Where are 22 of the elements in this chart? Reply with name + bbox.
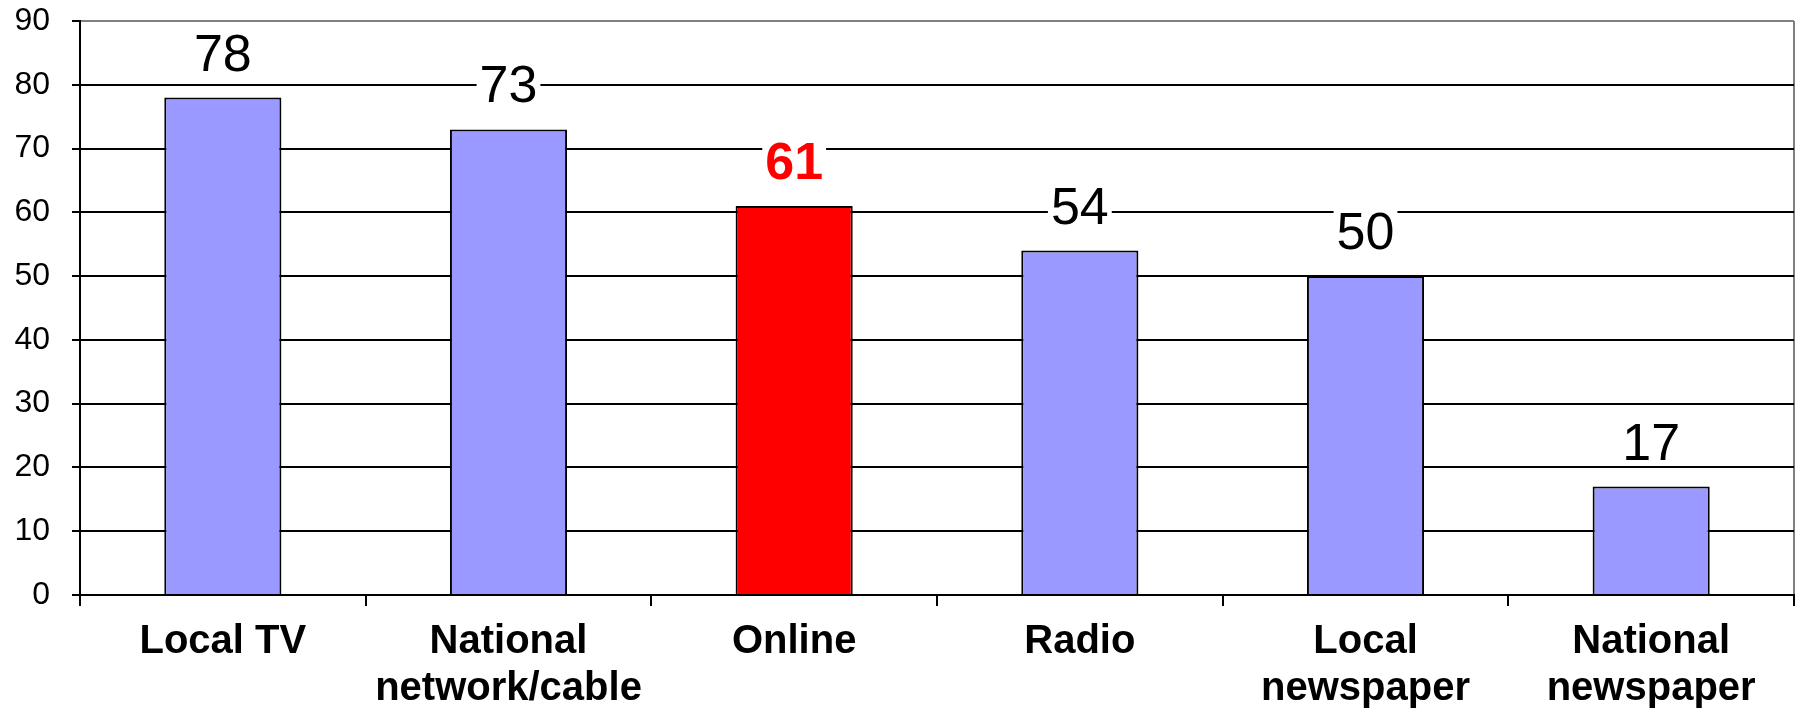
y-tick-label: 30 (14, 383, 50, 420)
data-label: 17 (1622, 412, 1681, 471)
data-label: 78 (193, 23, 252, 82)
x-tick-label: Local newspaper (1261, 616, 1470, 708)
x-tick-label: National newspaper (1546, 616, 1756, 708)
x-tick-label: Online (731, 616, 857, 661)
y-tick-label: 50 (14, 255, 50, 292)
data-label: 73 (479, 55, 538, 114)
x-tick-label: Radio (1024, 616, 1136, 661)
y-tick-label: 80 (14, 64, 50, 101)
y-tick-label: 40 (14, 319, 50, 356)
y-tick-label: 70 (14, 128, 50, 165)
y-tick-label: 0 (32, 574, 50, 611)
y-tick-label: 90 (14, 0, 50, 37)
y-tick-label: 20 (14, 447, 50, 484)
x-tick-label: Local TV (139, 616, 307, 661)
x-tick-label: National network/cable (375, 616, 642, 708)
data-label: 54 (1050, 176, 1109, 235)
data-label: 50 (1336, 202, 1395, 261)
data-label: 61 (765, 131, 824, 190)
y-tick-label: 60 (14, 192, 50, 229)
y-tick-label: 10 (14, 511, 50, 548)
